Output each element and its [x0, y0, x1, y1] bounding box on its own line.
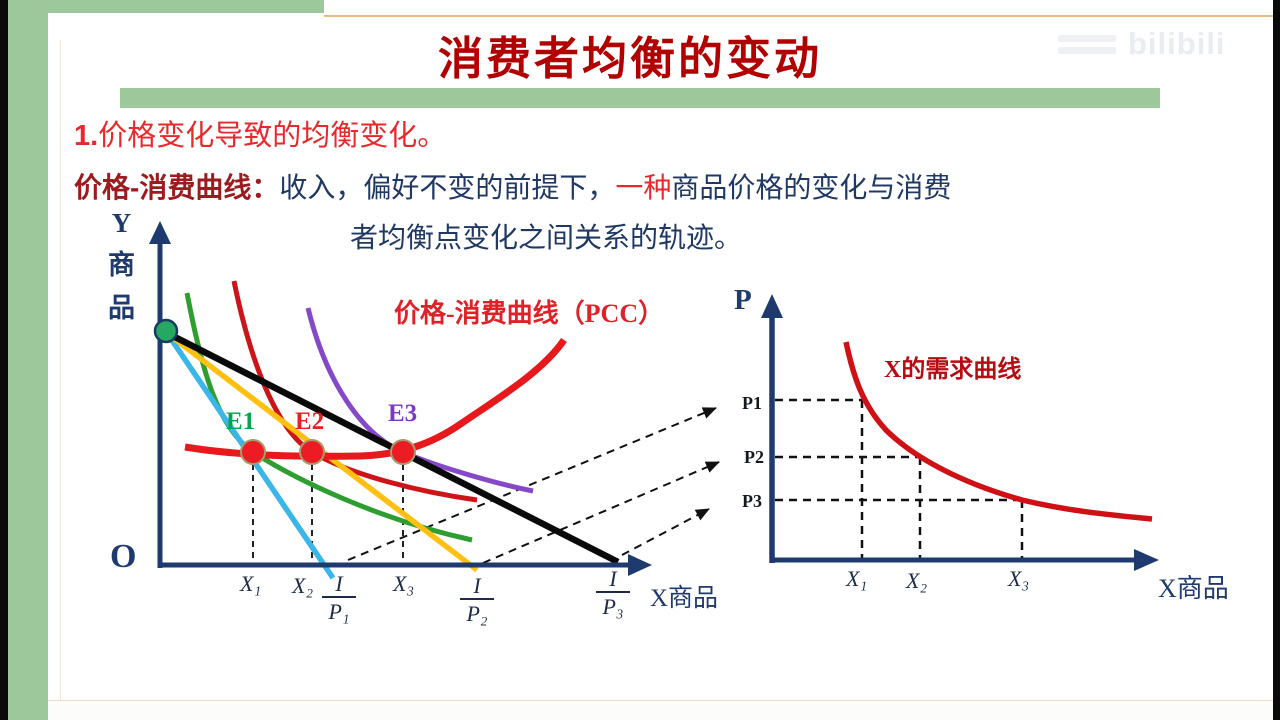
pcc-curve-label: 价格-消费曲线（PCC）: [394, 299, 665, 328]
bottom-border-line: [48, 700, 1273, 701]
right-x2-tick: X₂: [906, 568, 928, 593]
bottom-margin: [48, 701, 1273, 720]
y-label-char: 商: [108, 250, 135, 280]
definition-term: 价格-消费曲线：: [74, 172, 280, 203]
top-accent-line: [324, 15, 1273, 17]
equilibrium-point-e1: [240, 439, 266, 465]
right-x1-tick: X₁: [846, 566, 868, 591]
mapping-arrow-p3: [621, 508, 710, 556]
right-x3-tick: X₃: [1008, 566, 1030, 591]
left-x2-tick: X₂: [292, 573, 314, 598]
point-number: 1.: [74, 120, 99, 152]
fraction-denominator: P₃: [602, 594, 624, 620]
content-border-line: [60, 40, 61, 700]
demand-curve: [843, 341, 1153, 522]
definition-highlight: 一种: [615, 172, 672, 203]
budget-intercept-ip2: I P₂: [460, 574, 494, 625]
equilibrium-point-e2: [299, 439, 325, 465]
point-text: 价格变化导致的均衡变化。: [98, 120, 447, 152]
mapping-arrow-p2: [482, 461, 720, 564]
y-label-char: Y: [111, 208, 132, 238]
left-y-axis-arrow: [149, 221, 171, 244]
p2-price-label: P2: [744, 447, 764, 467]
e2-label: E2: [295, 408, 325, 435]
mapping-arrow-p1: [347, 407, 717, 561]
equilibrium-point-e3: [390, 439, 416, 465]
right-y-axis-arrow: [761, 294, 783, 318]
left-x-axis-arrow: [628, 554, 652, 576]
fraction-numerator: I: [596, 567, 630, 594]
p1-price-label: P1: [742, 393, 762, 413]
fraction-numerator: I: [460, 574, 494, 601]
slide-title: 消费者均衡的变动: [437, 34, 822, 84]
green-top-decoration: [8, 0, 324, 13]
right-y-axis-label: P: [734, 284, 752, 316]
e3-label: E3: [388, 400, 418, 427]
green-sidebar-decoration: [8, 0, 48, 720]
screen-left-edge: [0, 0, 8, 720]
left-x1-tick: X₁: [240, 571, 262, 596]
screen-right-edge: [1273, 0, 1280, 720]
point-1-heading: 1.价格变化导致的均衡变化。: [74, 112, 446, 154]
left-y-axis-label: Y 商 品: [108, 208, 135, 325]
title-underline-bar: [120, 88, 1160, 108]
left-x-axis-label: X商品: [650, 585, 719, 612]
origin-label: O: [110, 538, 137, 575]
left-x3-tick: X₃: [393, 571, 415, 596]
budget-intercept-ip3: I P₃: [596, 567, 630, 618]
fraction-denominator: P₁: [328, 599, 350, 625]
definition-part2: 商品价格的变化与消费: [671, 172, 952, 203]
right-x-axis-arrow: [1134, 549, 1159, 571]
income-intercept-point: [153, 318, 179, 344]
fraction-numerator: I: [322, 572, 356, 599]
p3-price-label: P3: [742, 491, 762, 511]
definition-line-1: 价格-消费曲线：收入，偏好不变的前提下，一种商品价格的变化与消费: [74, 166, 951, 206]
definition-part1: 收入，偏好不变的前提下，: [279, 172, 616, 203]
budget-intercept-ip1: I P₁: [322, 572, 356, 623]
demand-curve-label: X的需求曲线: [884, 357, 1022, 383]
definition-line-2: 者均衡点变化之间关系的轨迹。: [350, 222, 743, 253]
right-x-axis-label: X商品: [1158, 574, 1229, 603]
e1-label: E1: [226, 408, 256, 435]
y-label-char: 品: [108, 293, 135, 323]
fraction-denominator: P₂: [466, 601, 488, 627]
